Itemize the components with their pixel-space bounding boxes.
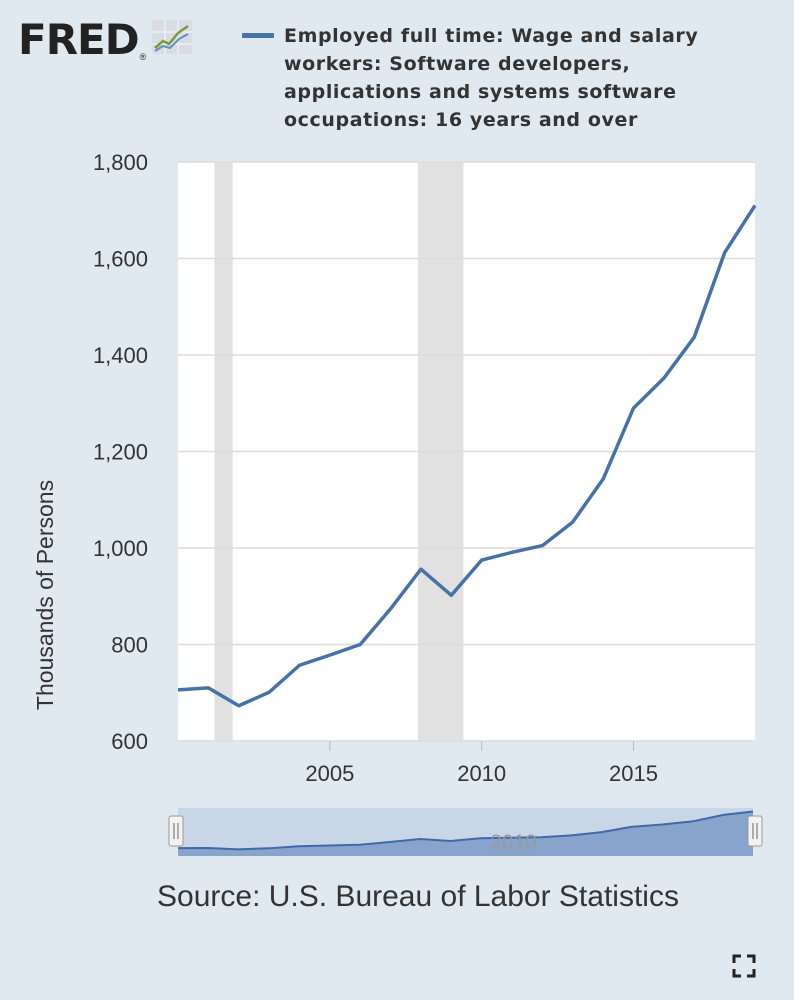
fred-logo[interactable]: FRED ® <box>18 12 193 68</box>
source-note: Source: U.S. Bureau of Labor Statistics <box>157 880 679 913</box>
x-tick-label: 2015 <box>609 761 658 786</box>
y-tick-label: 800 <box>111 633 148 658</box>
logo-wordmark: FRED <box>18 15 140 64</box>
chart-header: FRED ® Employed full time: Wage and sala… <box>0 0 794 150</box>
navigator-series-area <box>178 811 753 856</box>
fullscreen-icon <box>732 954 756 978</box>
navigator-axis-label: 2010 <box>490 831 537 854</box>
navigator-right-handle[interactable] <box>747 815 763 847</box>
y-tick-label: 1,600 <box>93 247 148 272</box>
y-tick-label: 1,800 <box>93 150 148 175</box>
range-navigator[interactable]: 2010 <box>168 808 763 856</box>
legend-label: Employed full time: Wage and salary work… <box>284 25 699 131</box>
navigator-left-handle[interactable] <box>168 815 184 847</box>
line-chart: 600 800 1,000 1,200 1,400 1,600 1,800 2005 2010… <box>32 150 763 856</box>
x-tick-label: 2010 <box>457 761 506 786</box>
trend-graph-icon <box>152 20 193 54</box>
y-axis-label: Thousands of Persons <box>32 480 58 710</box>
y-tick-label: 1,200 <box>93 440 148 465</box>
handle-box[interactable] <box>747 815 763 847</box>
registered-mark: ® <box>139 52 147 62</box>
x-tick-label: 2005 <box>305 761 354 786</box>
series-line <box>177 204 757 708</box>
legend: Employed full time: Wage and salary work… <box>242 22 714 134</box>
y-tick-label: 600 <box>111 729 148 754</box>
legend-swatch <box>242 33 274 38</box>
handle-box[interactable] <box>168 815 184 847</box>
navigator-series-line <box>177 810 754 851</box>
y-tick-label: 1,400 <box>93 343 148 368</box>
fullscreen-button[interactable] <box>728 950 760 982</box>
y-tick-label: 1,000 <box>93 536 148 561</box>
